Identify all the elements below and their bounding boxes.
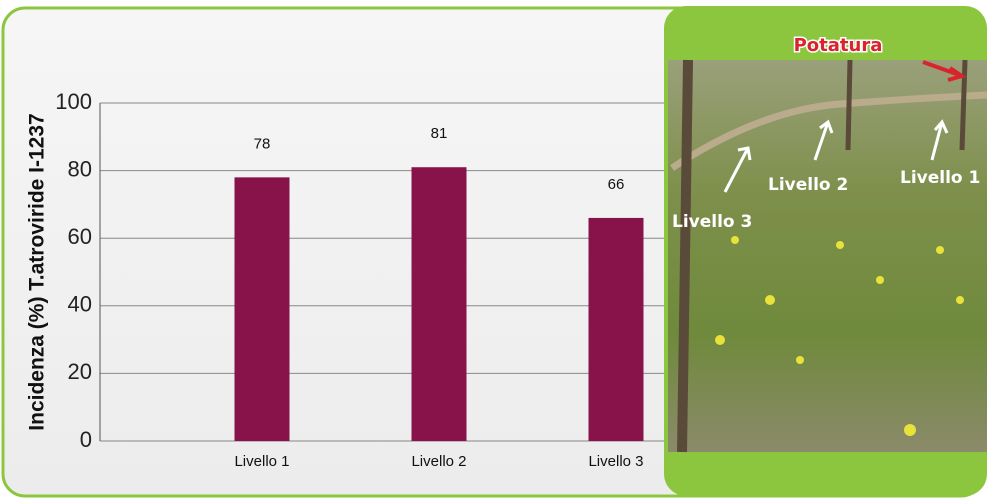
value-label: 78 — [254, 135, 271, 152]
value-label: 66 — [608, 176, 625, 193]
page: {"chart_data": {"type": "bar", "y_label"… — [0, 0, 987, 499]
chart: Incidenza (%) T.atroviride I-1237 0 20 40 6… — [0, 0, 987, 499]
y-tick-label: 20 — [68, 359, 92, 384]
annotation: Livello 2 — [768, 175, 848, 195]
y-tick-label: 0 — [80, 427, 92, 452]
bar — [235, 177, 290, 441]
y-tick-label: 80 — [68, 156, 92, 181]
y-tick-label: 40 — [68, 292, 92, 317]
annotation: Livello 1 — [900, 168, 980, 188]
y-tick-label: 60 — [68, 224, 92, 249]
trunk — [962, 60, 965, 150]
annotation: Livello 3 — [672, 212, 752, 232]
y-axis-title: Incidenza (%) T.atroviride I-1237 — [26, 113, 49, 430]
x-tick-label: Livello 3 — [588, 453, 643, 470]
value-label: 81 — [431, 125, 448, 142]
y-tick-label: 100 — [55, 89, 92, 114]
x-tick-label: Livello 2 — [411, 453, 466, 470]
bar — [412, 167, 467, 441]
trunk — [848, 60, 850, 150]
photo-panel: Potatura Livello 1 Livello 2 Livello 3 — [664, 6, 987, 496]
photo — [668, 60, 987, 452]
x-tick-label: Livello 1 — [234, 453, 289, 470]
annotation: Potatura — [794, 35, 883, 56]
bar — [589, 218, 644, 441]
trunk — [682, 60, 688, 452]
